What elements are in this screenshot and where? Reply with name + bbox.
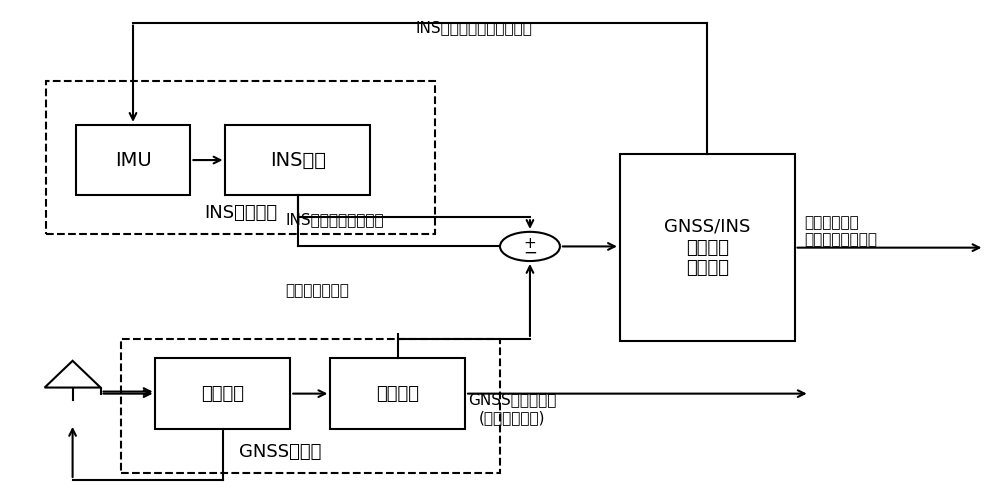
Text: GNSS位置、速度
(备用导航信息): GNSS位置、速度 (备用导航信息)	[468, 392, 556, 425]
Text: GNSS/INS
组合卡尔
曼滤波器: GNSS/INS 组合卡尔 曼滤波器	[664, 218, 750, 278]
Bar	[155, 358, 290, 429]
Text: INS位置、速度、姿态: INS位置、速度、姿态	[285, 212, 384, 227]
Text: 信号跟踪: 信号跟踪	[201, 385, 244, 403]
Text: 伪距、载波相位: 伪距、载波相位	[285, 283, 349, 298]
Text: INS计算: INS计算	[270, 151, 326, 169]
Bar	[620, 154, 795, 341]
Text: +: +	[524, 236, 536, 251]
Bar	[76, 125, 190, 195]
Text: INS位置、速度、姿态修正: INS位置、速度、姿态修正	[415, 20, 532, 35]
Text: GNSS接收机: GNSS接收机	[239, 443, 321, 461]
Text: 组合惯导输出
位置、速度、姿态: 组合惯导输出 位置、速度、姿态	[805, 215, 878, 247]
Text: −: −	[523, 244, 537, 261]
Bar	[330, 358, 465, 429]
Text: 导航算法: 导航算法	[376, 385, 419, 403]
Text: INS惯性导航: INS惯性导航	[204, 204, 277, 222]
Circle shape	[500, 232, 560, 261]
Text: IMU: IMU	[115, 151, 151, 169]
Bar	[225, 125, 370, 195]
Bar	[46, 81, 435, 234]
Bar	[121, 339, 500, 473]
